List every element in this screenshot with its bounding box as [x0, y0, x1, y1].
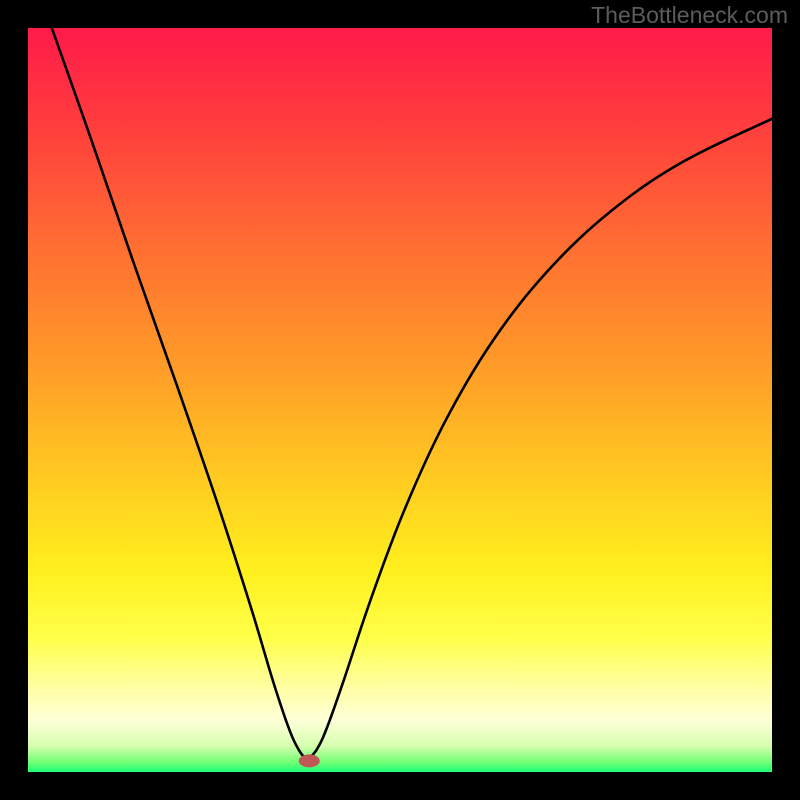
gradient-background — [28, 28, 772, 772]
watermark-text: TheBottleneck.com — [591, 2, 788, 29]
plot-area — [28, 28, 772, 772]
chart-container: TheBottleneck.com — [0, 0, 800, 800]
vertex-marker — [299, 755, 319, 767]
plot-svg — [28, 28, 772, 772]
